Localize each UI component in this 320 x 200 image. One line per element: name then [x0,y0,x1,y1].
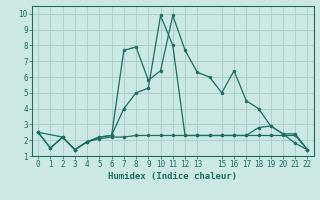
X-axis label: Humidex (Indice chaleur): Humidex (Indice chaleur) [108,172,237,181]
